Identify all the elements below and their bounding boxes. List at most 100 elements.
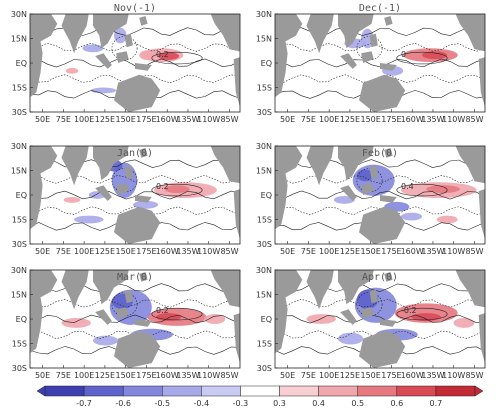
panel-title: Dec(-1) [359,3,401,14]
anomaly-shading [453,318,475,328]
colorbar-label: 0.5 [351,399,364,408]
anomaly-shading [82,44,104,53]
map-panel: 0 Dec(-1) 30N 15N EQ 15S 30S 50E 75E 100E 125E 150E… [256,3,486,124]
land-mask [306,146,334,186]
lat-label: 15N [256,291,272,300]
lon-label: 160W [156,115,179,124]
land-mask [275,146,303,230]
anomaly-shading [139,50,157,61]
anomaly-shading [411,313,441,321]
lon-label: 75E [56,115,71,124]
colorbar-swatch [122,385,163,397]
lat-label: 15N [256,35,272,44]
land-mask [93,146,129,181]
lon-label: 125E [340,371,360,380]
anomaly-shading [426,185,460,194]
lat-label: 30N [11,142,27,151]
lon-label: 110W [197,115,220,124]
land-mask [369,165,378,180]
land-mask [116,51,129,63]
lat-label: 30S [12,108,27,117]
land-mask [380,195,397,203]
land-mask [93,14,129,49]
lon-label: 50E [280,247,295,256]
lat-label: EQ [16,315,27,324]
colorbar-label: 0.6 [390,399,403,408]
colorbar-swatch [435,385,476,397]
land-mask [233,189,240,240]
colorbar-swatch [396,385,437,397]
land-mask [361,183,374,195]
lon-label: 100E [74,247,94,256]
anomaly-shading [132,200,159,209]
contour-line [275,159,485,168]
lon-label: 85W [220,247,238,256]
lat-label: 30S [12,240,27,249]
lon-label: 50E [35,371,50,380]
contour-label: -0.2 [401,306,417,315]
lon-label: 50E [35,247,50,256]
contour-label: 0 [401,50,406,59]
lon-label: 125E [340,115,360,124]
colorbar-swatch [318,385,358,397]
land-mask [114,206,161,244]
lon-label: 85W [220,115,238,124]
land-mask [124,33,133,48]
land-mask [455,146,485,184]
lat-label: 15S [12,340,27,349]
colorbar-swatch [201,385,241,397]
panel-title: Nov(-1) [114,3,156,14]
land-mask [233,313,240,364]
lon-label: 110W [442,115,465,124]
colorbar-label: 0.3 [273,399,286,408]
land-mask [380,63,397,71]
contour-label: 0.4 [401,182,414,191]
lon-label: 150E [361,247,381,256]
anomaly-shading [356,169,374,182]
land-mask [95,53,112,69]
land-mask [30,270,58,354]
lon-label: 135W [176,371,199,380]
anomaly-shading [338,332,364,345]
lon-label: 110W [197,247,220,256]
contour-line [396,51,448,65]
lon-label: 150E [361,371,381,380]
lon-label: 110W [442,371,465,380]
lon-label: 85W [465,115,483,124]
lon-label: 135W [421,115,444,124]
land-mask [338,270,374,305]
lon-label: 160W [401,247,424,256]
lon-label: 100E [74,115,94,124]
lon-label: 135W [421,371,444,380]
contour-line [30,159,240,168]
land-mask [384,148,393,158]
lon-label: 75E [56,371,71,380]
land-mask [380,319,397,327]
anomaly-shading [61,318,91,328]
colorbar-label: -0.3 [233,399,249,408]
land-mask [233,57,240,108]
anomaly-shading [74,215,104,224]
lat-label: 15N [256,167,272,176]
lat-label: 30S [257,240,272,249]
land-mask [340,185,357,201]
anomaly-shading [333,195,355,204]
anomaly-shading [436,215,458,224]
land-mask [135,195,152,203]
lat-label: 15N [11,167,27,176]
land-mask [210,270,240,308]
lon-label: 175E [136,371,156,380]
contour-line [275,190,485,200]
lon-label: 125E [340,247,360,256]
land-mask [124,289,133,304]
land-mask [384,272,393,282]
contour-line [30,299,240,308]
colorbar-swatch [83,385,124,397]
anomaly-shading [394,303,458,323]
lat-label: 15N [11,35,27,44]
colorbar-label: -0.5 [154,399,170,408]
colorbar-label: -0.7 [76,399,92,408]
land-mask [61,270,89,310]
lon-label: 100E [319,115,339,124]
land-mask [338,146,374,181]
